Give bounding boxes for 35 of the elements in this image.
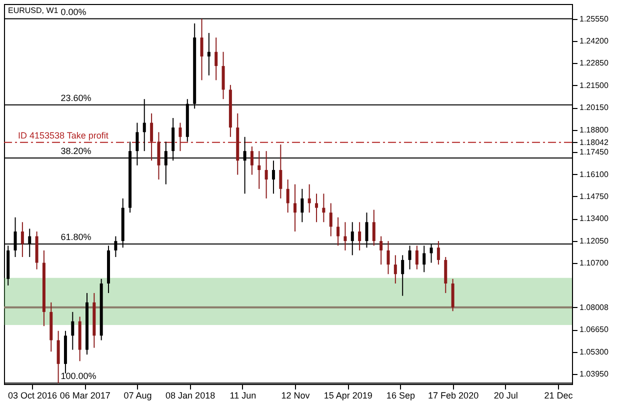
y-tick-label: 1.08008 xyxy=(580,302,609,312)
y-tick-label: 1.03950 xyxy=(580,370,609,379)
y-tick-label: 1.17450 xyxy=(580,148,609,157)
x-tick-label: 03 Oct 2016 xyxy=(8,390,58,400)
y-tick-label: 1.16100 xyxy=(580,170,609,179)
chart-title: EURUSD, W1 xyxy=(8,6,59,15)
x-tick-label: 21 Dec xyxy=(544,390,574,400)
y-tick-label: 1.05300 xyxy=(580,347,609,356)
y-tick-label: 1.24200 xyxy=(580,36,609,46)
annotation: 0.00% xyxy=(60,6,86,17)
y-tick-label: 1.18042 xyxy=(580,138,609,147)
x-tick-label: 07 Aug xyxy=(124,390,152,400)
x-tick-label: 08 Jan 2018 xyxy=(166,390,216,400)
y-tick-label: 1.25550 xyxy=(580,14,609,24)
x-tick-label: 11 Jun xyxy=(230,390,256,400)
x-tick-label: 20 Jul xyxy=(494,390,518,400)
annotation: 23.60% xyxy=(60,92,92,103)
y-tick-label: 1.12050 xyxy=(580,236,609,246)
y-tick-label: 1.22850 xyxy=(580,58,609,68)
ref-line-label: ID 4153538 Take profit xyxy=(18,130,109,140)
annotation: 100.00% xyxy=(60,371,96,382)
y-tick-label: 1.13400 xyxy=(580,214,609,224)
y-tick-label: 1.20150 xyxy=(580,103,609,112)
y-tick-label: 1.10700 xyxy=(580,258,609,268)
x-tick-label: 15 Apr 2019 xyxy=(324,390,372,400)
annotation: 38.20% xyxy=(60,146,92,156)
x-tick-label: 16 Sep xyxy=(386,390,415,400)
x-tick-label: 06 Mar 2017 xyxy=(60,390,110,400)
y-tick-label: 1.06650 xyxy=(580,325,609,334)
y-tick-label: 1.18800 xyxy=(580,125,609,134)
y-tick-label: 1.14750 xyxy=(580,192,609,201)
y-tick-label: 1.21500 xyxy=(580,80,609,90)
x-tick-label: 17 Feb 2020 xyxy=(428,390,479,400)
annotation: 61.80% xyxy=(60,232,92,242)
x-tick-label: 12 Nov xyxy=(281,390,310,400)
